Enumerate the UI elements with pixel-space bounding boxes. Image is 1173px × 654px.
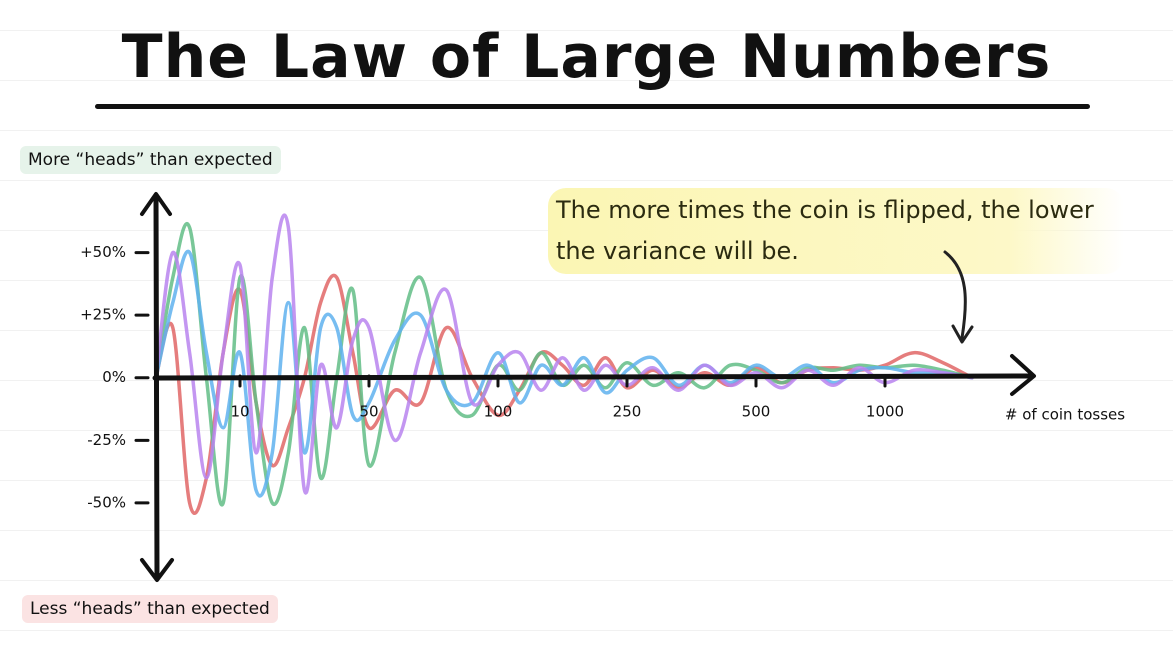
- y-top-label: More “heads” than expected: [20, 146, 281, 174]
- x-axis-label: # of coin tosses: [1005, 406, 1125, 424]
- y-axis: [153, 193, 160, 581]
- y-tick-label: -25%: [87, 431, 126, 449]
- series-line: [154, 222, 974, 507]
- y-tick-label: +25%: [80, 306, 126, 324]
- y-axis-arrow-up: [140, 192, 172, 216]
- annotation: The more times the coin is flipped, the …: [548, 188, 1124, 274]
- title-underline: [95, 104, 1090, 109]
- chart-title: The Law of Large Numbers: [121, 22, 1052, 92]
- y-tick-label: -50%: [87, 493, 126, 511]
- x-axis: [152, 373, 1035, 381]
- series-layer: [154, 213, 974, 515]
- series-line: [154, 213, 974, 495]
- y-tick-label: +50%: [80, 243, 126, 261]
- x-tick-label: 10: [230, 403, 249, 421]
- x-tick-label: 100: [484, 403, 513, 421]
- annotation-arrowhead: [951, 324, 974, 344]
- y-bottom-label: Less “heads” than expected: [22, 595, 278, 623]
- annotation-arrow: [943, 250, 967, 340]
- x-axis-arrow: [1010, 354, 1036, 396]
- y-tick-label: 0%: [102, 368, 126, 386]
- x-tick-label: 50: [359, 403, 378, 421]
- y-axis-arrow-down: [140, 558, 174, 582]
- x-tick-label: 250: [613, 403, 642, 421]
- x-tick-label: 500: [742, 403, 771, 421]
- x-tick-label: 1000: [866, 403, 904, 421]
